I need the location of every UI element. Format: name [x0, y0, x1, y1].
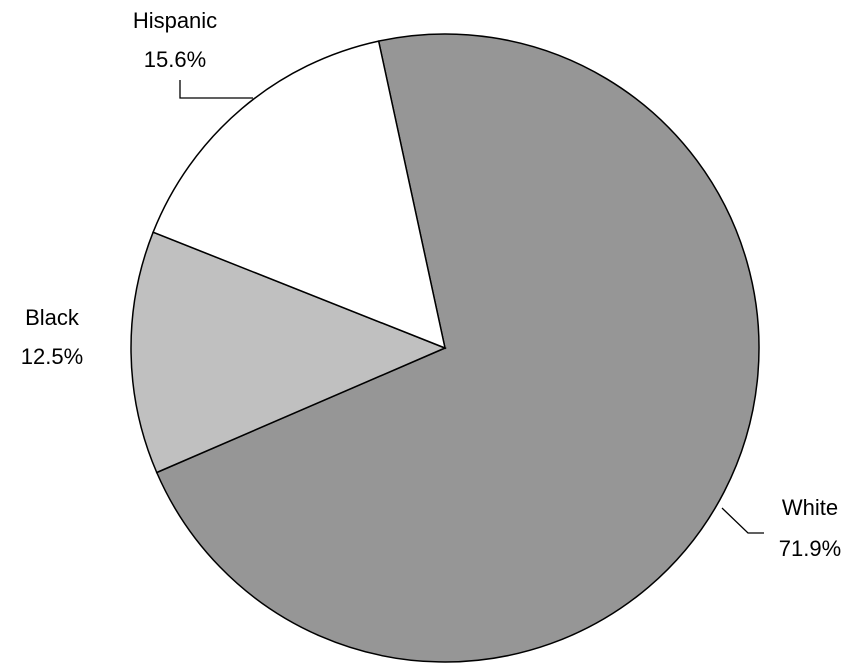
slice-value-black: 12.5% — [21, 344, 83, 369]
pie-slice-hispanic — [152, 40, 447, 350]
pie-slice-black — [130, 231, 447, 474]
slice-label-hispanic: Hispanic — [133, 8, 217, 33]
slice-label-white: White — [782, 495, 838, 520]
slice-label-black: Black — [25, 305, 80, 330]
leader-lines — [179, 80, 764, 534]
leader-line-hispanic — [179, 80, 253, 99]
pie-slice-white — [155, 33, 760, 663]
slice-labels: White 71.9% Black 12.5% Hispanic 15.6% — [21, 8, 841, 561]
leader-line-white — [721, 507, 764, 534]
slice-value-hispanic: 15.6% — [144, 47, 206, 72]
slice-value-white: 71.9% — [779, 536, 841, 561]
pie-slices — [130, 33, 760, 663]
